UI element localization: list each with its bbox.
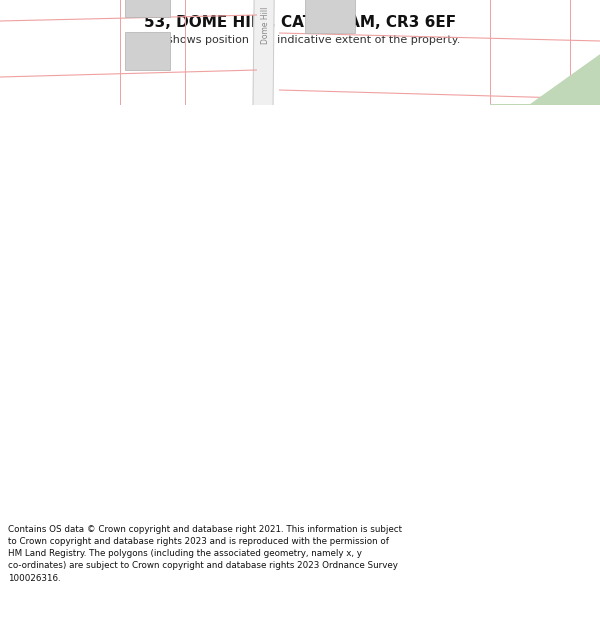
Text: Dome Hill: Dome Hill <box>260 6 269 44</box>
Text: Contains OS data © Crown copyright and database right 2021. This information is : Contains OS data © Crown copyright and d… <box>8 525 402 582</box>
Bar <box>125 32 170 70</box>
Bar <box>305 0 355 33</box>
Text: 53, DOME HILL, CATERHAM, CR3 6EF: 53, DOME HILL, CATERHAM, CR3 6EF <box>144 15 456 30</box>
Polygon shape <box>253 0 278 105</box>
Polygon shape <box>490 55 600 105</box>
Text: Map shows position and indicative extent of the property.: Map shows position and indicative extent… <box>140 35 460 45</box>
Bar <box>125 0 170 17</box>
